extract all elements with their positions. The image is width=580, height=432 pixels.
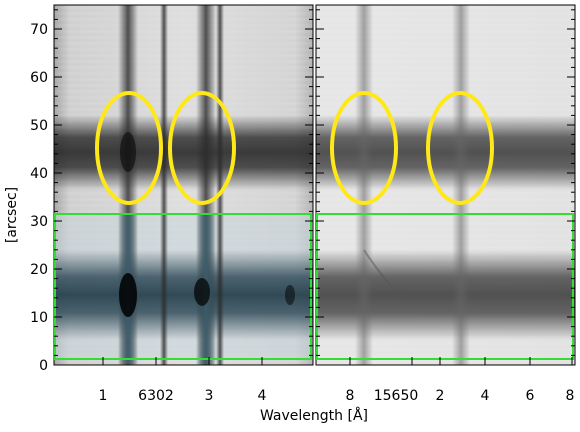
y-tick-label: 0 bbox=[39, 358, 48, 374]
y-tick-label: 30 bbox=[30, 214, 48, 230]
highlight-ellipse bbox=[95, 91, 163, 205]
y-tick-label: 70 bbox=[30, 22, 48, 38]
x-tick-label: 15650 bbox=[374, 388, 419, 404]
y-tick-label: 60 bbox=[30, 70, 48, 86]
x-tick-label: 8 bbox=[566, 388, 575, 404]
y-tick-label: 40 bbox=[30, 166, 48, 182]
y-tick-label: 50 bbox=[30, 118, 48, 134]
highlight-ellipse bbox=[330, 91, 398, 205]
right-x-tick-labels: 8 15650 2 4 6 8 bbox=[346, 388, 575, 404]
x-tick-label: 4 bbox=[258, 388, 267, 404]
x-tick-label: 4 bbox=[481, 388, 490, 404]
highlight-ellipse bbox=[426, 91, 494, 205]
x-tick-label: 8 bbox=[346, 388, 355, 404]
x-tick-label: 2 bbox=[436, 388, 445, 404]
right-panel-frame bbox=[315, 4, 576, 366]
left-panel-frame bbox=[53, 4, 314, 366]
y-tick-label: 20 bbox=[30, 262, 48, 278]
right-panel-image bbox=[316, 5, 575, 365]
left-highlight-box bbox=[54, 213, 312, 360]
left-x-tick-labels: 1 6302 3 4 bbox=[99, 388, 267, 404]
y-axis-tick-labels: 0 10 20 30 40 50 60 70 bbox=[30, 22, 48, 374]
x-tick-label: 3 bbox=[205, 388, 214, 404]
y-tick-label: 10 bbox=[30, 310, 48, 326]
highlight-ellipse bbox=[168, 91, 236, 205]
right-highlight-box bbox=[316, 213, 574, 360]
x-tick-label: 6 bbox=[526, 388, 535, 404]
y-axis-title: [arcsec] bbox=[4, 187, 20, 243]
x-axis-ticks bbox=[102, 357, 573, 365]
x-tick-label: 1 bbox=[99, 388, 108, 404]
left-panel-image bbox=[54, 5, 313, 365]
x-tick-label: 6302 bbox=[138, 388, 174, 404]
x-axis-title: Wavelength [Å] bbox=[260, 407, 368, 424]
y-axis-ticks bbox=[54, 9, 575, 366]
